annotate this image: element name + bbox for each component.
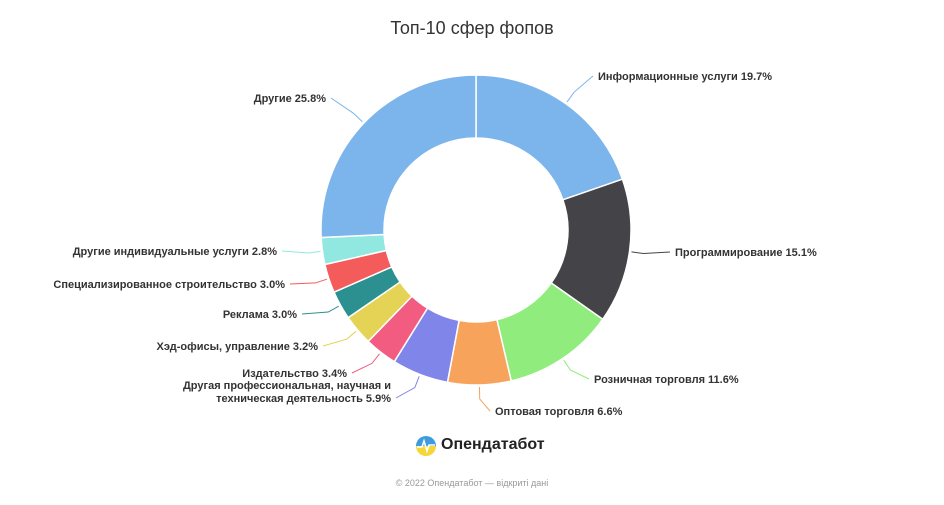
connector-6 xyxy=(322,330,357,347)
slice-label-9: Другие индивидуальные услуги 2.8% xyxy=(73,246,278,258)
connector-4 xyxy=(395,376,420,399)
connector-10 xyxy=(330,97,363,123)
connectors-layer xyxy=(281,75,671,412)
brand-logo[interactable]: Опендатабот xyxy=(415,434,545,456)
slice-10[interactable] xyxy=(320,74,477,239)
connector-1 xyxy=(631,251,671,255)
slice-label-1: Программирование 15.1% xyxy=(675,247,817,259)
connector-2 xyxy=(563,359,590,380)
chart-title: Топ-10 сфер фопов xyxy=(390,18,554,38)
slice-label-4: Другая профессиональная, научная и технич… xyxy=(183,380,391,405)
slice-label-0: Информационные услуги 19.7% xyxy=(598,71,772,83)
slices-layer xyxy=(320,74,632,386)
slice-label-7: Реклама 3.0% xyxy=(223,309,297,321)
copyright-text: © 2022 Опендатабот — відкриті дані xyxy=(395,478,549,488)
connector-0 xyxy=(566,75,594,103)
connector-7 xyxy=(301,305,339,315)
slice-0[interactable] xyxy=(475,74,624,201)
connector-9 xyxy=(281,250,321,254)
connector-8 xyxy=(289,278,328,285)
labels-layer: Информационные услуги 19.7% Программирова… xyxy=(53,71,817,418)
slice-label-8: Специализированное строительство 3.0% xyxy=(53,279,285,291)
slice-label-5: Издательство 3.4% xyxy=(242,368,347,380)
slice-label-3: Оптовая торговля 6.6% xyxy=(495,406,623,418)
connector-5 xyxy=(351,353,380,374)
opendatabot-logo-icon xyxy=(416,436,436,456)
slice-label-2: Розничная торговля 11.6% xyxy=(594,374,739,386)
slice-label-6: Хэд-офисы, управление 3.2% xyxy=(157,341,319,353)
slice-label-10: Другие 25.8% xyxy=(254,93,326,105)
connector-3 xyxy=(478,386,491,412)
brand-name: Опендатабот xyxy=(441,436,545,453)
